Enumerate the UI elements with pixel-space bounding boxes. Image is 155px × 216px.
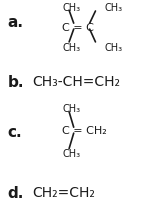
Text: CH₃-CH=CH₂: CH₃-CH=CH₂ [32, 75, 120, 89]
Text: CH₂=CH₂: CH₂=CH₂ [32, 186, 95, 200]
Text: CH₃: CH₃ [62, 3, 80, 13]
Text: a.: a. [7, 15, 23, 30]
Text: b.: b. [7, 75, 24, 90]
Text: CH₃: CH₃ [62, 104, 80, 114]
Text: CH₃: CH₃ [105, 3, 123, 13]
Text: CH₃: CH₃ [105, 43, 123, 53]
Text: c.: c. [7, 125, 22, 140]
Text: C = CH₂: C = CH₂ [62, 126, 107, 137]
Text: CH₃: CH₃ [62, 149, 80, 159]
Text: C = C: C = C [62, 23, 94, 33]
Text: d.: d. [7, 186, 24, 201]
Text: CH₃: CH₃ [62, 43, 80, 53]
